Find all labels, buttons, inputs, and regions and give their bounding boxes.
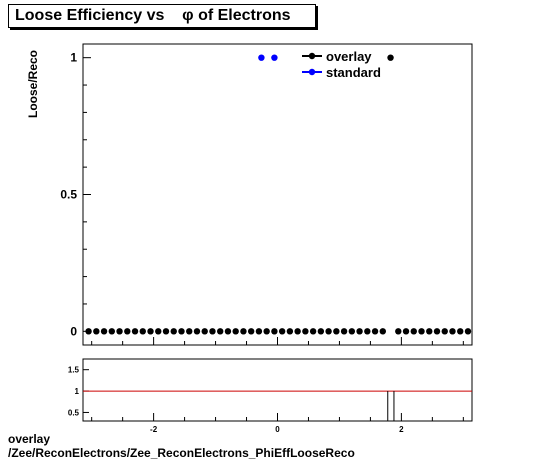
data-point-overlay xyxy=(333,328,340,335)
y-tick-label: 1 xyxy=(70,51,77,65)
data-point-overlay xyxy=(108,328,116,335)
main-plot-frame xyxy=(82,43,473,346)
data-point-overlay xyxy=(155,328,162,335)
data-point-overlay xyxy=(263,328,270,335)
data-point-overlay xyxy=(433,328,441,335)
data-point-overlay xyxy=(193,328,201,335)
data-point-overlay xyxy=(356,328,363,335)
data-point-overlay xyxy=(147,328,154,335)
data-point-overlay xyxy=(387,54,394,61)
data-point-overlay xyxy=(247,328,255,335)
data-point-overlay xyxy=(85,328,92,335)
data-point-overlay xyxy=(402,328,410,335)
data-point-overlay xyxy=(348,328,356,335)
footer-line-2: /Zee/ReconElectrons/Zee_ReconElectrons_P… xyxy=(8,446,355,460)
data-point-overlay xyxy=(426,328,433,335)
chart-title-box: Loose Efficiency vs φ of Electrons xyxy=(8,4,316,28)
data-point-overlay xyxy=(232,328,239,335)
data-point-overlay xyxy=(186,328,193,335)
data-point-overlay xyxy=(364,328,371,335)
data-point-overlay xyxy=(139,328,146,335)
chart-title: Loose Efficiency vs φ of Electrons xyxy=(15,7,291,24)
data-point-standard xyxy=(271,54,278,61)
data-point-overlay xyxy=(379,328,387,335)
data-point-overlay xyxy=(441,328,448,335)
data-point-overlay xyxy=(371,328,379,335)
data-point-overlay xyxy=(309,328,317,335)
ratio-y-tick-label: 1.5 xyxy=(68,366,80,375)
data-point-overlay xyxy=(302,328,309,335)
ratio-x-tick-label: -2 xyxy=(150,425,158,434)
data-point-overlay xyxy=(116,328,123,335)
data-point-overlay xyxy=(340,328,348,335)
data-point-overlay xyxy=(178,328,185,335)
data-point-overlay xyxy=(240,328,247,335)
data-point-overlay xyxy=(271,328,278,335)
legend-marker-standard xyxy=(308,68,316,76)
data-point-overlay xyxy=(255,328,263,335)
data-point-overlay xyxy=(100,328,108,335)
legend-label-overlay: overlay xyxy=(326,49,372,64)
data-point-overlay xyxy=(294,328,301,335)
ratio-y-tick-label: 0.5 xyxy=(68,408,80,417)
data-point-overlay xyxy=(201,328,208,335)
data-point-overlay xyxy=(464,328,472,335)
data-point-overlay xyxy=(217,328,224,335)
ratio-x-tick-label: 2 xyxy=(399,425,404,434)
ratio-x-tick-label: 0 xyxy=(275,425,280,434)
ratio-y-tick-label: 1 xyxy=(75,387,80,396)
data-point-overlay xyxy=(317,328,325,335)
y-axis-label: Loose/Reco xyxy=(26,49,40,118)
y-tick-label: 0 xyxy=(70,324,77,338)
data-point-overlay xyxy=(224,328,232,335)
data-point-overlay xyxy=(449,328,456,335)
data-point-overlay xyxy=(325,328,332,335)
data-point-overlay xyxy=(93,328,100,335)
data-point-standard xyxy=(258,54,265,61)
data-point-overlay xyxy=(124,328,131,335)
data-point-overlay xyxy=(170,328,177,335)
data-point-overlay xyxy=(410,328,417,335)
legend-label-standard: standard xyxy=(326,65,381,80)
data-point-overlay xyxy=(131,328,139,335)
data-point-overlay xyxy=(418,328,425,335)
y-tick-label: 0.5 xyxy=(60,188,77,202)
data-point-overlay xyxy=(162,328,170,335)
data-point-overlay xyxy=(457,328,464,335)
data-point-overlay xyxy=(395,328,402,335)
footer-line-1: overlay xyxy=(8,432,51,446)
ratio-plot-frame xyxy=(82,358,473,422)
data-point-overlay xyxy=(209,328,216,335)
legend-marker-overlay xyxy=(308,52,316,60)
data-point-overlay xyxy=(286,328,294,335)
data-point-overlay xyxy=(278,328,286,335)
